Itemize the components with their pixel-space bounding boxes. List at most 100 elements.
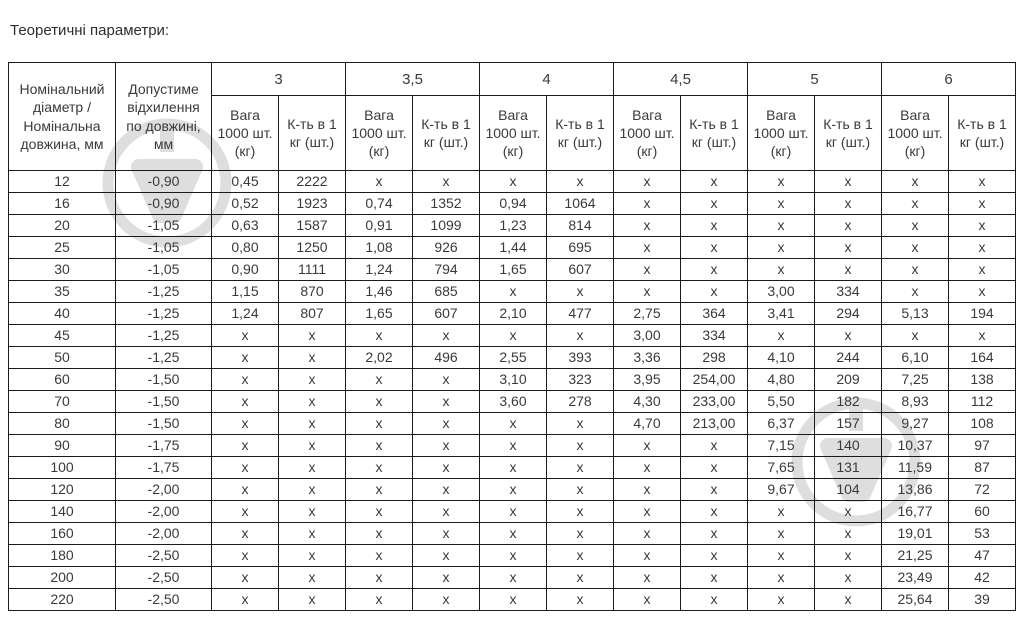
deviation-cell: -1,25 xyxy=(115,346,212,369)
table-row: 180 -2,50 x x x x x x x x x x 21,25 47 xyxy=(8,544,1016,567)
value-cell: 13,86 xyxy=(881,478,949,501)
value-cell: x xyxy=(211,346,279,369)
parameters-table: Номінальний діаметр / Номінальна довжина… xyxy=(8,62,1016,611)
value-cell: x xyxy=(412,390,480,413)
value-cell: 294 xyxy=(814,302,882,325)
value-cell: 6,37 xyxy=(747,412,815,435)
table-row: 90 -1,75 x x x x x x x x 7,15 140 10,37 97 xyxy=(8,434,1016,457)
value-cell: x xyxy=(211,588,279,611)
value-cell: 1,46 xyxy=(345,280,413,303)
diameter-cell: 220 xyxy=(8,588,116,611)
table-row: 200 -2,50 x x x x x x x x x x 23,49 42 xyxy=(8,566,1016,589)
value-cell: x xyxy=(546,588,614,611)
value-cell: 138 xyxy=(948,368,1016,391)
diameter-cell: 120 xyxy=(8,478,116,501)
diameter-cell: 100 xyxy=(8,456,116,479)
value-cell: x xyxy=(546,566,614,589)
value-cell: x xyxy=(278,324,346,347)
value-cell: x xyxy=(412,566,480,589)
value-cell: x xyxy=(479,500,547,523)
value-cell: 695 xyxy=(546,236,614,259)
deviation-cell: -1,05 xyxy=(115,214,212,237)
value-cell: x xyxy=(345,412,413,435)
value-cell: x xyxy=(613,588,681,611)
deviation-cell: -1,25 xyxy=(115,324,212,347)
value-cell: 0,52 xyxy=(211,192,279,215)
value-cell: x xyxy=(546,280,614,303)
group-header-4: 4 xyxy=(479,62,614,96)
value-cell: x xyxy=(278,368,346,391)
value-cell: 1,24 xyxy=(211,302,279,325)
value-cell: x xyxy=(613,456,681,479)
value-cell: x xyxy=(814,500,882,523)
value-cell: 1,65 xyxy=(479,258,547,281)
table-row: 140 -2,00 x x x x x x x x x x 16,77 60 xyxy=(8,500,1016,523)
value-cell: x xyxy=(680,456,748,479)
value-cell: x xyxy=(613,192,681,215)
value-cell: 0,74 xyxy=(345,192,413,215)
value-cell: 2222 xyxy=(278,170,346,193)
value-cell: x xyxy=(278,346,346,369)
value-cell: 254,00 xyxy=(680,368,748,391)
value-cell: x xyxy=(479,566,547,589)
value-cell: 5,13 xyxy=(881,302,949,325)
value-cell: 0,63 xyxy=(211,214,279,237)
deviation-cell: -1,50 xyxy=(115,412,212,435)
value-cell: 9,67 xyxy=(747,478,815,501)
value-cell: 47 xyxy=(948,544,1016,567)
value-cell: x xyxy=(948,192,1016,215)
diameter-cell: 35 xyxy=(8,280,116,303)
value-cell: x xyxy=(345,500,413,523)
sub-header-weight: Вага 1000 шт. (кг) xyxy=(881,95,949,171)
value-cell: x xyxy=(747,214,815,237)
value-cell: x xyxy=(613,214,681,237)
value-cell: x xyxy=(412,324,480,347)
value-cell: x xyxy=(211,434,279,457)
value-cell: 870 xyxy=(278,280,346,303)
value-cell: x xyxy=(412,456,480,479)
value-cell: x xyxy=(479,412,547,435)
value-cell: x xyxy=(948,280,1016,303)
value-cell: x xyxy=(211,500,279,523)
value-cell: x xyxy=(278,566,346,589)
value-cell: x xyxy=(345,456,413,479)
value-cell: x xyxy=(814,236,882,259)
diameter-cell: 45 xyxy=(8,324,116,347)
value-cell: 104 xyxy=(814,478,882,501)
value-cell: 3,36 xyxy=(613,346,681,369)
value-cell: x xyxy=(613,434,681,457)
sub-header-weight: Вага 1000 шт. (кг) xyxy=(211,95,279,171)
value-cell: 4,30 xyxy=(613,390,681,413)
value-cell: x xyxy=(412,522,480,545)
value-cell: 3,10 xyxy=(479,368,547,391)
value-cell: 60 xyxy=(948,500,1016,523)
value-cell: x xyxy=(613,544,681,567)
table-row: 80 -1,50 x x x x x x 4,70 213,00 6,37 157 9,27 108 xyxy=(8,412,1016,435)
value-cell: x xyxy=(747,566,815,589)
value-cell: x xyxy=(613,566,681,589)
value-cell: x xyxy=(211,412,279,435)
value-cell: x xyxy=(278,500,346,523)
value-cell: 323 xyxy=(546,368,614,391)
value-cell: 926 xyxy=(412,236,480,259)
value-cell: 131 xyxy=(814,456,882,479)
value-cell: x xyxy=(613,170,681,193)
value-cell: x xyxy=(747,236,815,259)
value-cell: x xyxy=(479,280,547,303)
value-cell: x xyxy=(412,500,480,523)
value-cell: 112 xyxy=(948,390,1016,413)
value-cell: 334 xyxy=(680,324,748,347)
value-cell: 9,27 xyxy=(881,412,949,435)
value-cell: x xyxy=(814,588,882,611)
value-cell: 11,59 xyxy=(881,456,949,479)
value-cell: x xyxy=(546,478,614,501)
table-row: 40 -1,25 1,24 807 1,65 607 2,10 477 2,75 364 3,41 2… xyxy=(8,302,1016,325)
diameter-cell: 200 xyxy=(8,566,116,589)
value-cell: x xyxy=(412,170,480,193)
value-cell: 0,45 xyxy=(211,170,279,193)
value-cell: 157 xyxy=(814,412,882,435)
value-cell: 0,91 xyxy=(345,214,413,237)
value-cell: 213,00 xyxy=(680,412,748,435)
value-cell: 8,93 xyxy=(881,390,949,413)
diameter-cell: 16 xyxy=(8,192,116,215)
